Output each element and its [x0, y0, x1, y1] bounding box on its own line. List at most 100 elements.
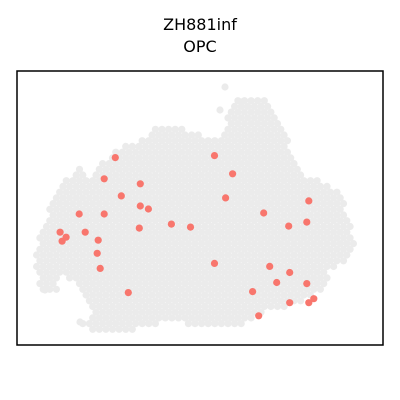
- background-spot: [66, 228, 74, 236]
- background-spot: [145, 217, 153, 225]
- background-spot: [194, 142, 202, 150]
- background-spot: [132, 217, 140, 225]
- background-spot: [264, 217, 272, 225]
- data-point: [186, 223, 195, 231]
- background-spot: [257, 171, 265, 179]
- background-spot: [277, 217, 285, 225]
- background-spot: [115, 280, 123, 288]
- background-spot: [145, 194, 153, 202]
- background-spot: [293, 280, 301, 288]
- background-spot: [138, 262, 146, 271]
- background-spot: [231, 285, 239, 293]
- background-spot: [221, 200, 229, 208]
- background-spot: [151, 228, 159, 236]
- background-spot: [165, 240, 173, 248]
- background-spot: [181, 154, 189, 162]
- background-spot: [171, 194, 179, 202]
- background-spot: [297, 228, 305, 236]
- background-spot: [198, 320, 206, 328]
- background-spot: [283, 205, 291, 213]
- background-spot: [270, 251, 278, 259]
- background-spot: [267, 245, 275, 253]
- background-spot: [267, 154, 275, 162]
- background-spot: [174, 154, 183, 162]
- background-spot: [132, 308, 140, 316]
- background-spot: [240, 222, 249, 231]
- background-spot: [198, 217, 206, 225]
- background-spot: [303, 274, 311, 282]
- background-spot: [102, 245, 110, 253]
- background-spot: [69, 177, 77, 185]
- background-spot: [250, 240, 258, 248]
- background-spot: [155, 302, 163, 311]
- background-spot: [254, 280, 262, 288]
- background-spot: [201, 245, 209, 253]
- background-spot: [105, 308, 113, 316]
- background-spot: [141, 257, 150, 265]
- background-spot: [270, 137, 278, 145]
- background-spot: [250, 148, 258, 156]
- background-spot: [260, 222, 268, 231]
- background-spot: [297, 240, 305, 248]
- background-spot: [178, 217, 186, 225]
- background-spot: [247, 177, 255, 185]
- background-spot: [115, 314, 123, 322]
- background-spot: [316, 285, 324, 293]
- background-spot: [52, 285, 61, 293]
- background-spot: [174, 200, 183, 208]
- background-spot: [207, 280, 216, 288]
- background-spot: [105, 171, 113, 179]
- background-spot: [207, 200, 216, 208]
- background-spot: [234, 234, 242, 242]
- background-spot: [277, 137, 285, 145]
- background-spot: [260, 108, 268, 116]
- background-spot: [237, 228, 245, 236]
- background-spot: [165, 228, 173, 236]
- background-spot: [211, 320, 219, 328]
- background-spot: [310, 262, 318, 271]
- background-spot: [174, 245, 183, 253]
- background-spot: [194, 245, 202, 253]
- background-spot: [135, 257, 143, 265]
- background-spot: [270, 160, 278, 168]
- background-spot: [118, 320, 126, 328]
- data-point: [210, 152, 219, 160]
- background-spot: [62, 268, 70, 276]
- background-spot: [95, 302, 103, 311]
- background-spot: [198, 274, 206, 282]
- background-spot: [250, 217, 258, 225]
- background-spot: [237, 125, 245, 133]
- background-spot: [280, 131, 288, 139]
- background-spot: [79, 251, 87, 259]
- background-spot: [234, 154, 242, 162]
- background-spot: [82, 222, 90, 231]
- background-spot: [108, 245, 117, 253]
- data-point: [117, 192, 125, 200]
- background-spot: [145, 262, 153, 271]
- background-spot: [237, 251, 245, 259]
- background-spot: [333, 234, 341, 242]
- background-spot: [303, 251, 311, 259]
- background-spot: [240, 200, 249, 208]
- background-spot: [303, 262, 311, 271]
- background-spot: [247, 268, 255, 276]
- background-spot: [151, 262, 159, 271]
- background-spot: [52, 205, 61, 213]
- data-point: [210, 259, 219, 267]
- background-spot: [33, 262, 41, 271]
- background-spot: [158, 217, 166, 225]
- background-spot: [264, 125, 272, 133]
- background-spot: [339, 245, 348, 253]
- background-spot: [56, 222, 64, 231]
- background-spot: [217, 160, 225, 168]
- background-spot: [148, 257, 156, 265]
- background-spot: [39, 251, 47, 259]
- background-spot: [92, 171, 100, 179]
- background-spot: [254, 97, 262, 105]
- chart-title: ZH881inf: [163, 15, 237, 34]
- background-spot: [320, 222, 328, 231]
- background-spot: [231, 274, 239, 282]
- background-spot: [290, 285, 298, 293]
- background-spot: [42, 222, 51, 231]
- background-spot: [198, 171, 206, 179]
